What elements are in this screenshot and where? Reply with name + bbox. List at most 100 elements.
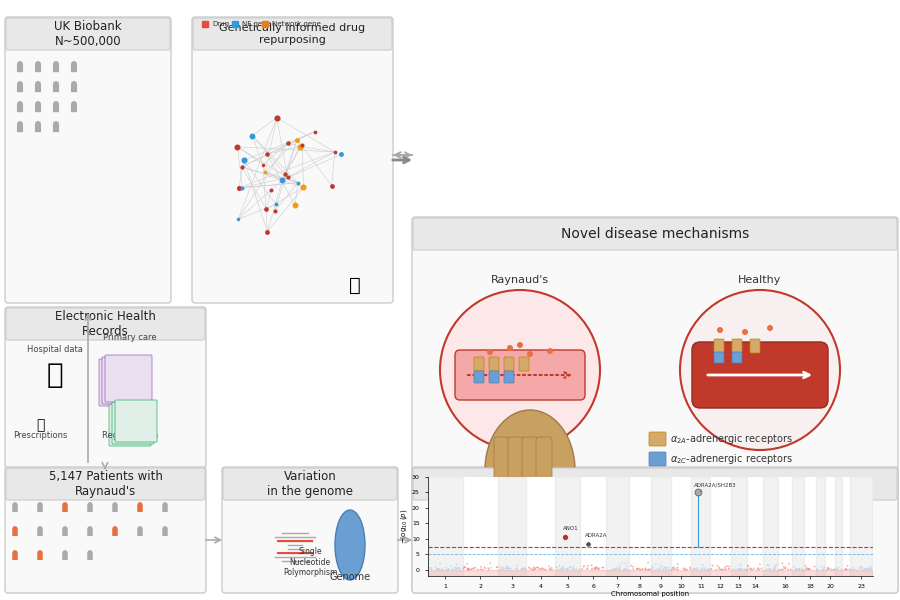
Point (668, 564, 682, 574)
Point (695, 564, 709, 574)
Point (446, 564, 460, 574)
Point (481, 563, 495, 573)
Point (589, 563, 603, 572)
Point (424, 565, 438, 574)
Point (584, 560, 598, 570)
Point (510, 563, 525, 573)
FancyBboxPatch shape (162, 529, 167, 536)
FancyBboxPatch shape (53, 104, 59, 112)
Point (508, 564, 523, 574)
Point (587, 563, 601, 573)
Text: Variation
in the genome: Variation in the genome (267, 470, 353, 498)
Point (639, 565, 653, 574)
FancyBboxPatch shape (17, 124, 23, 132)
Text: Registry data: Registry data (102, 431, 158, 440)
Point (827, 565, 842, 574)
Point (770, 560, 784, 570)
FancyBboxPatch shape (137, 505, 143, 512)
FancyBboxPatch shape (53, 85, 59, 92)
Point (467, 563, 482, 573)
FancyBboxPatch shape (17, 85, 23, 92)
Point (725, 565, 740, 574)
Point (752, 565, 767, 574)
Point (518, 563, 532, 572)
Point (778, 563, 793, 573)
Text: NF gene: NF gene (242, 21, 271, 27)
Point (536, 563, 550, 573)
Point (580, 561, 595, 571)
Point (860, 564, 874, 574)
Point (751, 565, 765, 574)
Point (460, 565, 474, 574)
Circle shape (71, 101, 77, 107)
FancyBboxPatch shape (6, 468, 205, 500)
Y-axis label: $-\log_{10}(p)$: $-\log_{10}(p)$ (400, 509, 410, 544)
Point (768, 563, 782, 573)
Point (778, 563, 793, 572)
Point (448, 563, 463, 572)
Point (618, 559, 633, 568)
Text: Norepinephrine: Norepinephrine (670, 477, 746, 487)
Circle shape (13, 502, 18, 508)
Point (572, 564, 587, 574)
Point (722, 564, 736, 574)
Point (544, 565, 559, 574)
Point (515, 564, 529, 574)
Bar (499, 477, 526, 576)
Point (462, 565, 476, 574)
Point (429, 565, 444, 574)
Point (555, 564, 570, 574)
Point (635, 565, 650, 574)
Point (504, 564, 518, 574)
Point (662, 563, 676, 572)
FancyBboxPatch shape (536, 437, 552, 518)
Point (526, 565, 540, 574)
Circle shape (440, 290, 600, 450)
Point (444, 562, 458, 571)
Point (490, 562, 504, 572)
Point (829, 564, 843, 574)
Point (762, 564, 777, 574)
FancyBboxPatch shape (109, 404, 151, 446)
Circle shape (112, 502, 118, 508)
Point (542, 562, 556, 571)
Circle shape (17, 101, 23, 107)
FancyBboxPatch shape (5, 467, 206, 593)
Point (533, 564, 547, 574)
Text: Novel risk genes: Novel risk genes (598, 477, 713, 491)
Point (497, 565, 511, 574)
Point (535, 565, 549, 574)
Point (462, 564, 476, 574)
Point (569, 564, 583, 574)
Point (767, 563, 781, 573)
Point (839, 564, 853, 574)
Point (451, 563, 465, 573)
Bar (816, 477, 824, 576)
Point (597, 563, 611, 572)
Point (862, 565, 877, 574)
Point (557, 533, 572, 542)
FancyBboxPatch shape (223, 468, 397, 500)
Point (795, 565, 809, 574)
Point (585, 565, 599, 574)
Point (690, 488, 705, 497)
Point (421, 563, 436, 572)
Point (500, 563, 515, 573)
Point (549, 563, 563, 572)
FancyBboxPatch shape (112, 402, 154, 444)
Circle shape (162, 502, 167, 508)
FancyBboxPatch shape (112, 505, 118, 512)
Point (688, 565, 702, 574)
FancyBboxPatch shape (6, 18, 170, 50)
Point (747, 563, 761, 573)
Text: Network gene: Network gene (272, 21, 321, 27)
Text: ADRA2A/SH2B3: ADRA2A/SH2B3 (694, 482, 737, 491)
FancyBboxPatch shape (53, 64, 59, 72)
FancyBboxPatch shape (37, 553, 43, 560)
Point (645, 562, 660, 571)
Point (802, 564, 816, 574)
FancyBboxPatch shape (413, 218, 897, 250)
Point (435, 565, 449, 574)
Bar (428, 477, 463, 576)
Point (857, 565, 871, 574)
